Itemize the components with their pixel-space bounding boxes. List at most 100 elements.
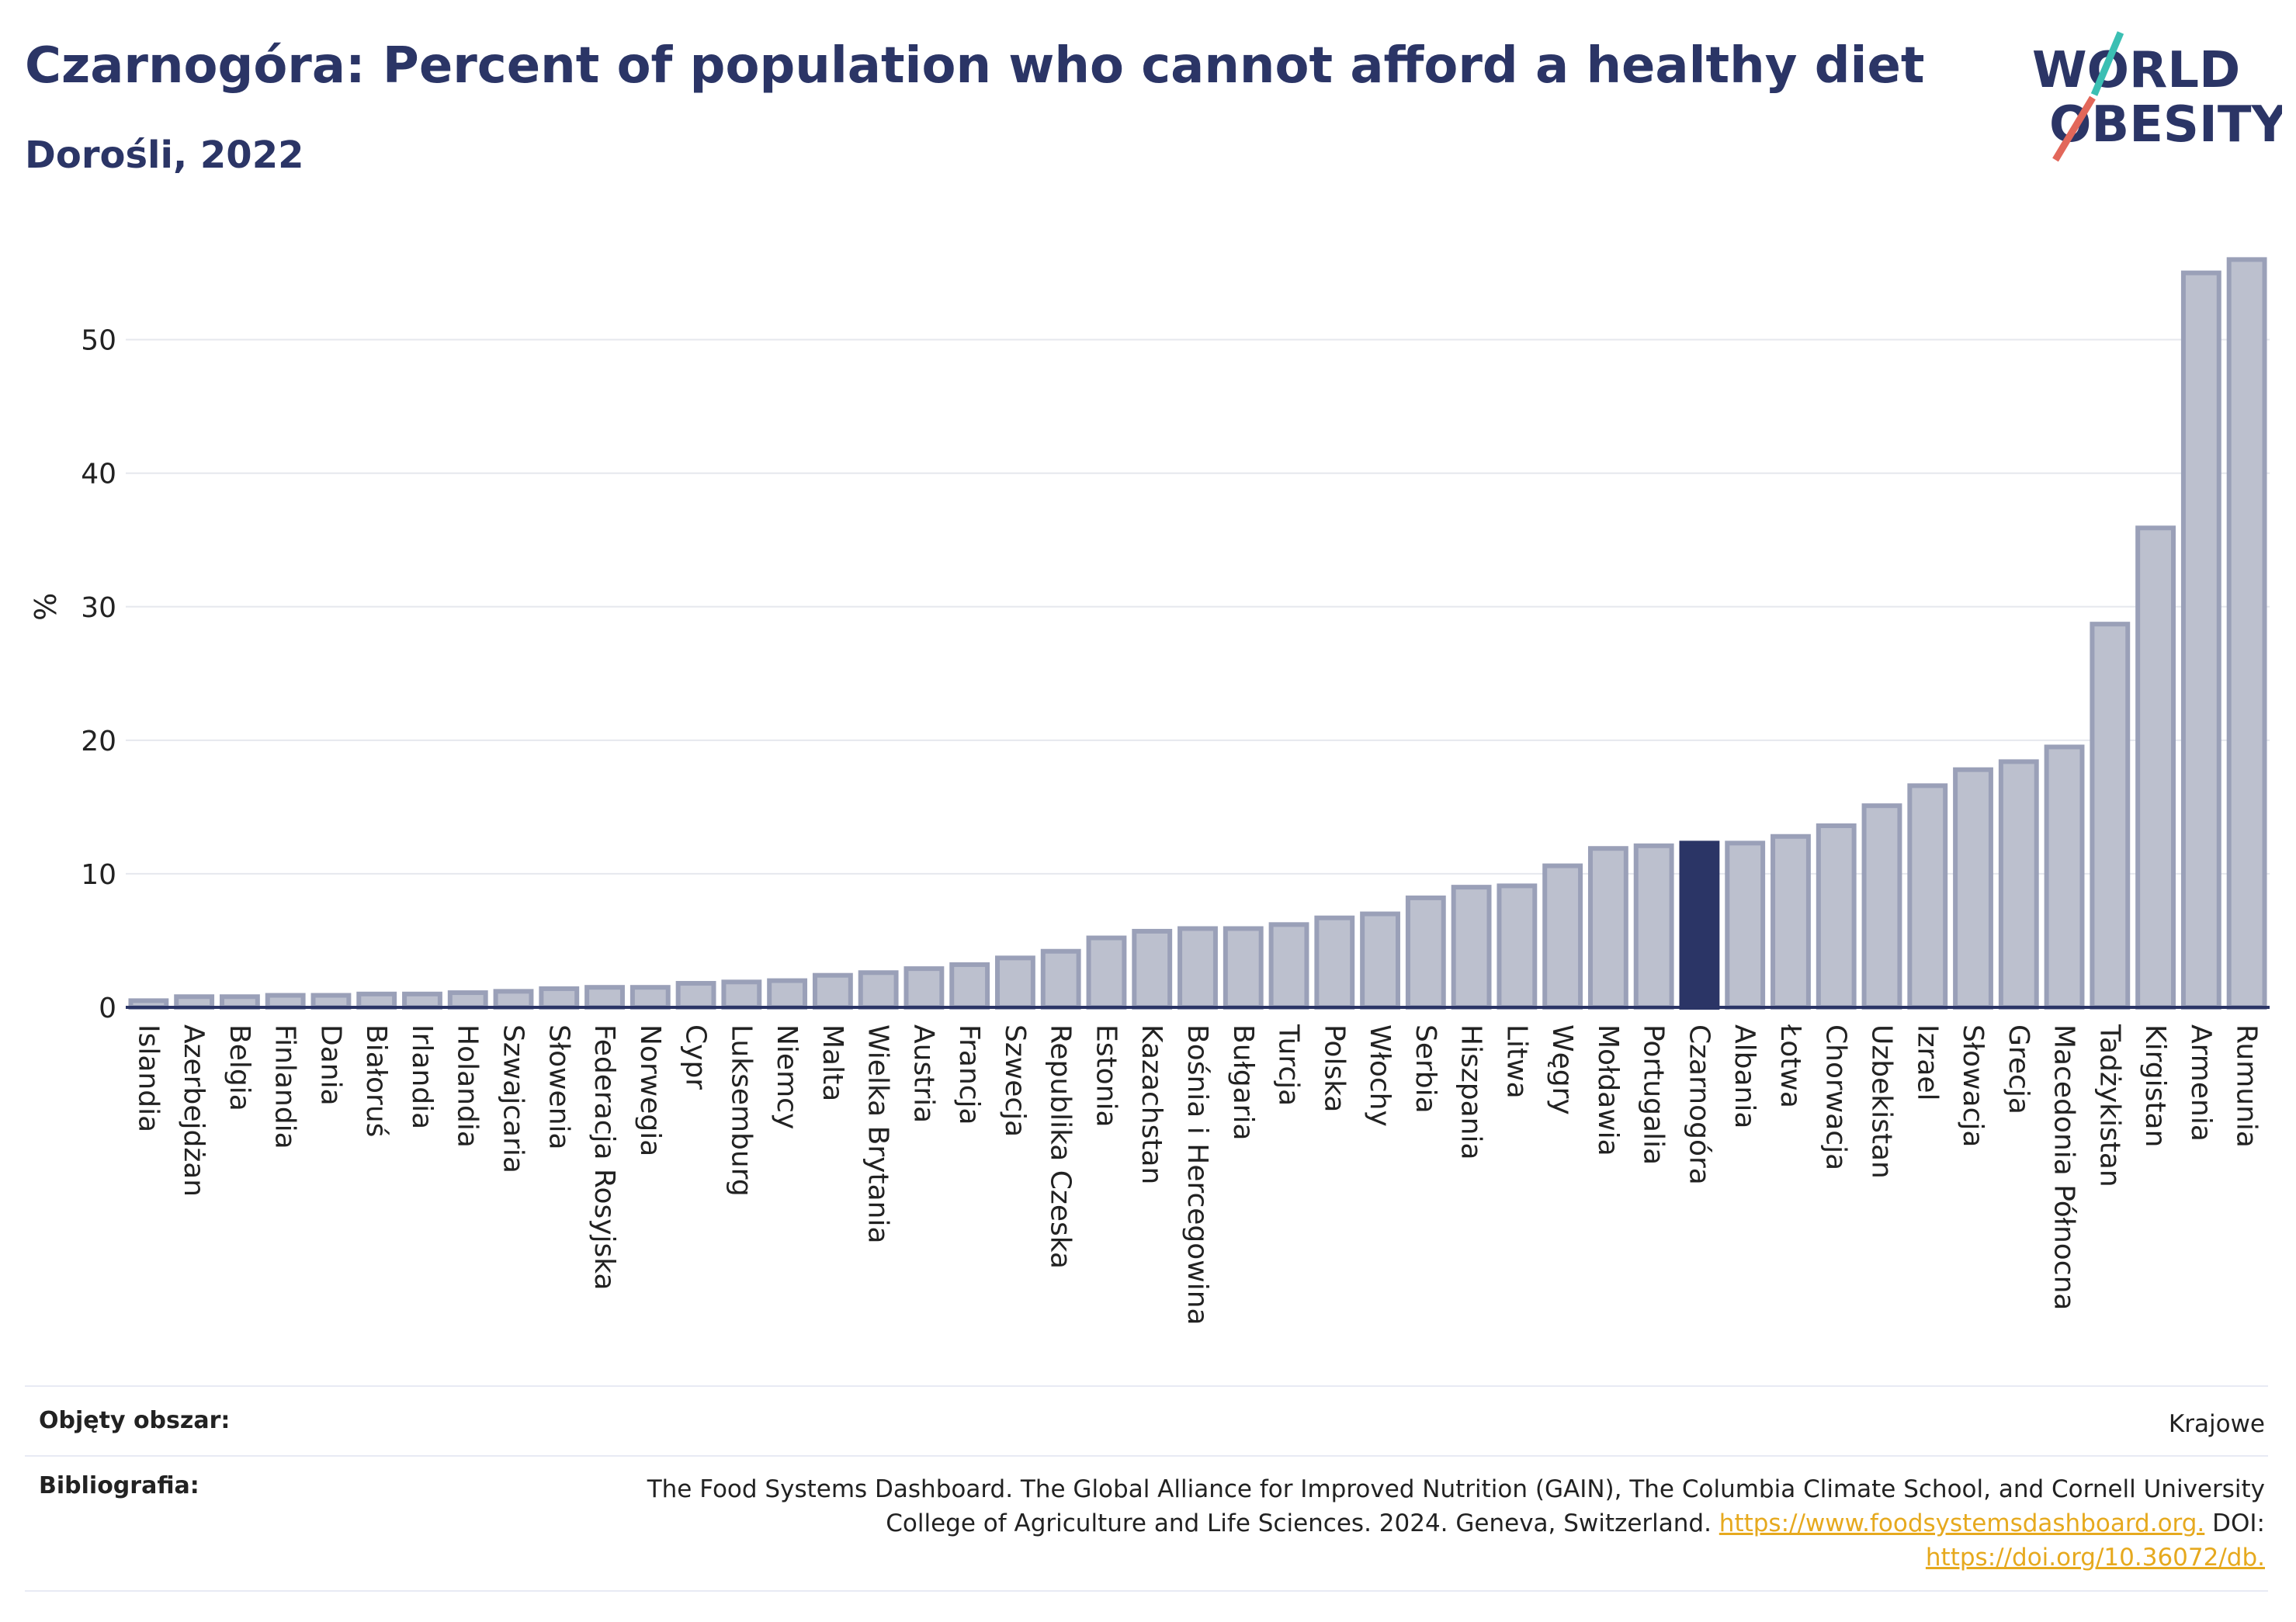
x-tick-label: Białoruś bbox=[360, 1024, 392, 1137]
bar bbox=[219, 994, 260, 1010]
bibliography-text: The Food Systems Dashboard. The Global A… bbox=[647, 1472, 2265, 1575]
bar bbox=[1953, 767, 1993, 1010]
x-tick-label: Macedonia Północna bbox=[2048, 1024, 2080, 1310]
bar bbox=[1314, 915, 1355, 1010]
footer-divider bbox=[25, 1455, 2268, 1457]
bar bbox=[447, 990, 488, 1010]
x-tick-label: Rumunia bbox=[2231, 1024, 2263, 1148]
bar bbox=[2180, 270, 2221, 1010]
bar bbox=[1633, 843, 1674, 1010]
bar bbox=[265, 993, 306, 1010]
y-tick-label: 20 bbox=[81, 726, 116, 757]
x-tick-label: Uzbekistan bbox=[1865, 1024, 1897, 1179]
footer-divider bbox=[25, 1590, 2268, 1592]
bar bbox=[903, 966, 945, 1010]
bar bbox=[767, 978, 808, 1010]
bar bbox=[949, 962, 990, 1010]
x-tick-label: Dania bbox=[314, 1024, 346, 1106]
logo-slash-red bbox=[2052, 95, 2096, 162]
bar bbox=[1132, 928, 1173, 1010]
x-tick-label: Luksemburg bbox=[725, 1024, 757, 1197]
bar bbox=[995, 955, 1035, 1010]
x-tick-label: Wielka Brytania bbox=[862, 1024, 894, 1244]
x-tick-label: Kirgistan bbox=[2139, 1024, 2171, 1147]
bar bbox=[539, 986, 580, 1010]
bibliography-row: Bibliografia: The Food Systems Dashboard… bbox=[25, 1457, 2268, 1575]
bar bbox=[812, 972, 853, 1010]
x-tick-label: Niemcy bbox=[771, 1024, 803, 1129]
bar bbox=[1542, 863, 1583, 1010]
x-tick-label: Szwajcaria bbox=[498, 1024, 529, 1173]
x-tick-label: Belgia bbox=[224, 1024, 255, 1111]
x-tick-label: Turcja bbox=[1273, 1024, 1305, 1106]
x-tick-label: Irlandia bbox=[406, 1024, 438, 1129]
x-tick-label: Serbia bbox=[1410, 1024, 1441, 1114]
bar bbox=[1497, 883, 1538, 1010]
coverage-label: Objęty obszar: bbox=[39, 1407, 231, 1434]
x-tick-label: Czarnogóra bbox=[1683, 1024, 1715, 1185]
dashboard-link[interactable]: https://www.foodsystemsdashboard.org. bbox=[1719, 1509, 2205, 1537]
bar bbox=[402, 991, 442, 1010]
bar bbox=[1086, 935, 1127, 1010]
bar bbox=[1268, 922, 1309, 1010]
doi-label: DOI: bbox=[2212, 1509, 2265, 1537]
x-tick-label: Izrael bbox=[1911, 1024, 1943, 1101]
x-tick-label: Republika Czeska bbox=[1045, 1024, 1077, 1269]
x-tick-label: Armenia bbox=[2185, 1024, 2217, 1142]
bar bbox=[1725, 840, 1766, 1010]
x-tick-label: Słowacja bbox=[1957, 1024, 1989, 1147]
x-tick-label: Łotwa bbox=[1774, 1024, 1806, 1108]
bar bbox=[2044, 744, 2085, 1010]
bar bbox=[1861, 803, 1902, 1010]
bar bbox=[1998, 759, 2039, 1010]
x-tick-label: Polska bbox=[1318, 1024, 1350, 1112]
x-tick-label: Bułgaria bbox=[1227, 1024, 1259, 1141]
doi-link[interactable]: https://doi.org/10.36072/db. bbox=[1925, 1544, 2265, 1572]
logo-line1: WORLD bbox=[2032, 42, 2240, 99]
y-axis-ticks: 0 10 20 30 40 50 bbox=[81, 325, 116, 1024]
bar bbox=[174, 994, 215, 1010]
x-axis-labels: Islandia Azerbejdżan Belgia Finlandia Dania B… bbox=[132, 1024, 2262, 1326]
bars bbox=[128, 257, 2267, 1010]
x-tick-label: Finlandia bbox=[269, 1024, 301, 1149]
bar bbox=[721, 979, 762, 1010]
y-tick-label: 10 bbox=[81, 859, 116, 891]
x-tick-label: Malta bbox=[817, 1024, 848, 1101]
x-tick-label: Węgry bbox=[1546, 1024, 1578, 1115]
bar bbox=[1771, 834, 1811, 1010]
x-tick-label: Tadżykistan bbox=[2093, 1024, 2125, 1187]
bar bbox=[1177, 926, 1218, 1010]
x-tick-label: Hiszpania bbox=[1455, 1024, 1487, 1160]
bar bbox=[1360, 911, 1400, 1010]
x-tick-label: Szwecja bbox=[999, 1024, 1031, 1137]
x-tick-label: Albania bbox=[1729, 1024, 1760, 1128]
bar bbox=[1223, 926, 1264, 1010]
x-tick-label: Austria bbox=[907, 1024, 939, 1123]
bar-chart: 0 10 20 30 40 50 Islandia Azerbejdżan Belgia Fin… bbox=[29, 257, 2270, 1326]
x-tick-label: Federacja Rosyjska bbox=[588, 1024, 620, 1291]
bibliography-line1: The Food Systems Dashboard. The Global A… bbox=[647, 1475, 2265, 1503]
x-tick-label: Holandia bbox=[452, 1024, 484, 1148]
footer-divider bbox=[25, 1385, 2268, 1387]
footer: Objęty obszar: Krajowe Bibliografia: The… bbox=[25, 1385, 2268, 1592]
x-tick-label: Mołdawia bbox=[1592, 1024, 1624, 1156]
bar bbox=[2090, 622, 2131, 1010]
y-tick-label: 0 bbox=[99, 993, 116, 1024]
x-tick-label: Portugalia bbox=[1638, 1024, 1670, 1165]
bibliography-line2-text: College of Agriculture and Life Sciences… bbox=[886, 1509, 1712, 1537]
logo-slash-teal bbox=[2090, 31, 2124, 96]
bar bbox=[1451, 885, 1492, 1010]
x-tick-label: Litwa bbox=[1500, 1024, 1532, 1099]
chart-title: Czarnogóra: Percent of population who ca… bbox=[25, 37, 1925, 95]
y-tick-label: 40 bbox=[81, 459, 116, 490]
x-tick-label: Chorwacja bbox=[1820, 1024, 1852, 1170]
x-tick-label: Słowenia bbox=[543, 1024, 574, 1150]
bar bbox=[675, 981, 716, 1010]
x-tick-label: Grecja bbox=[2003, 1024, 2034, 1114]
bar-highlighted bbox=[1679, 840, 1720, 1010]
x-tick-label: Azerbejdżan bbox=[178, 1024, 210, 1197]
bar bbox=[1587, 846, 1628, 1010]
bar bbox=[1040, 948, 1081, 1010]
x-tick-label: Bośnia i Hercegowina bbox=[1181, 1024, 1213, 1326]
bar bbox=[1816, 823, 1857, 1010]
